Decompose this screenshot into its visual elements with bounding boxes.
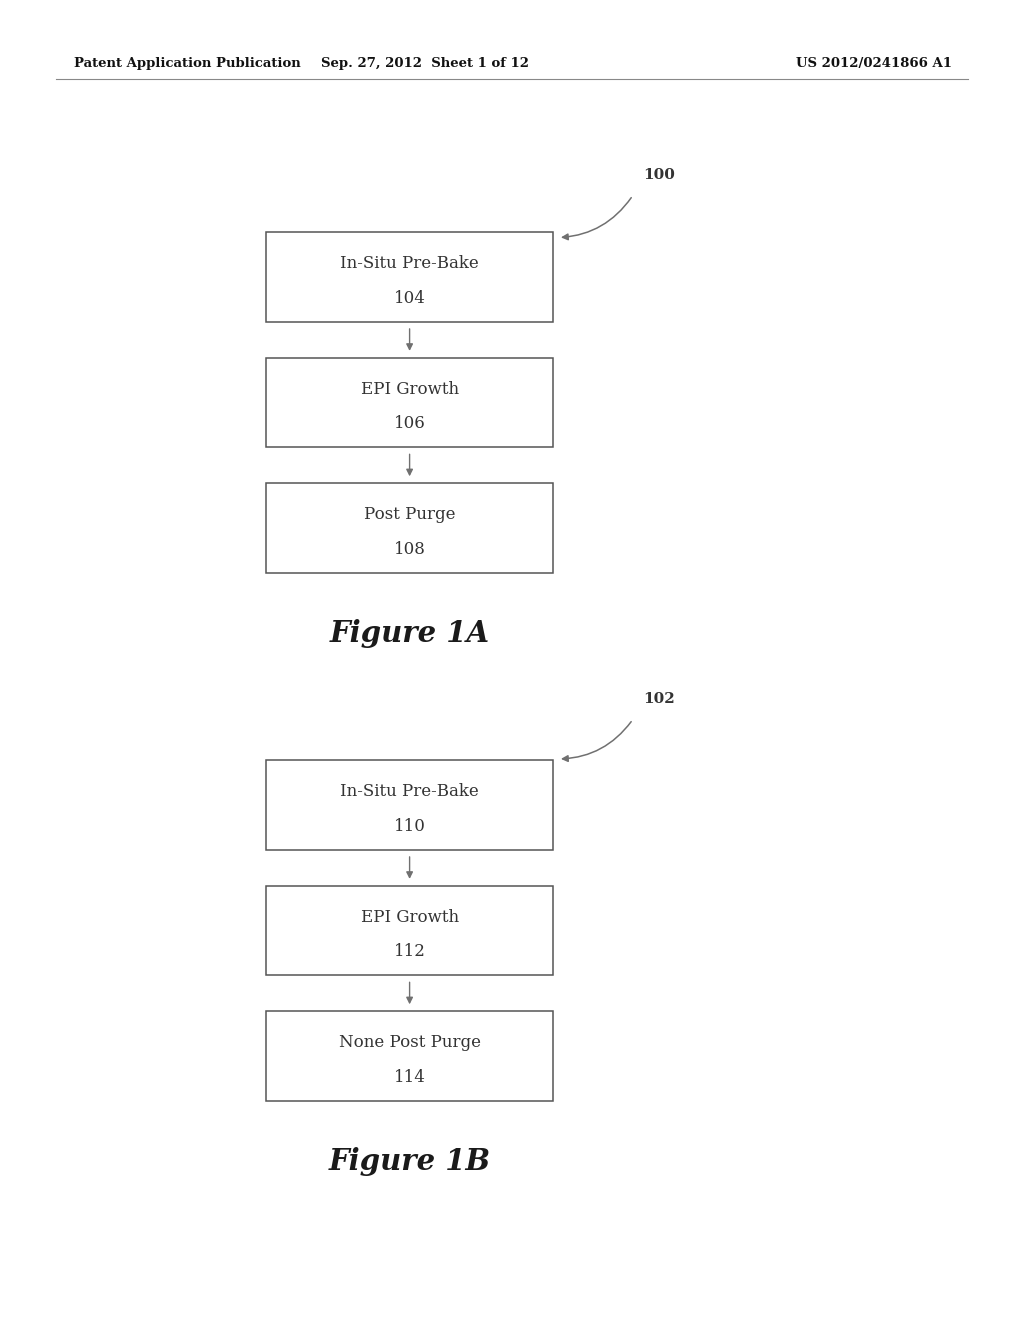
Text: Sep. 27, 2012  Sheet 1 of 12: Sep. 27, 2012 Sheet 1 of 12 [321, 57, 529, 70]
Text: 106: 106 [393, 416, 426, 432]
FancyBboxPatch shape [266, 1011, 553, 1101]
Text: 114: 114 [393, 1069, 426, 1085]
Text: None Post Purge: None Post Purge [339, 1035, 480, 1051]
FancyBboxPatch shape [266, 232, 553, 322]
Text: 100: 100 [643, 168, 675, 182]
Text: 112: 112 [393, 944, 426, 960]
Text: 110: 110 [393, 818, 426, 834]
Text: In-Situ Pre-Bake: In-Situ Pre-Bake [340, 784, 479, 800]
FancyBboxPatch shape [266, 886, 553, 975]
Text: US 2012/0241866 A1: US 2012/0241866 A1 [797, 57, 952, 70]
Text: 108: 108 [393, 541, 426, 557]
Text: In-Situ Pre-Bake: In-Situ Pre-Bake [340, 256, 479, 272]
FancyBboxPatch shape [266, 483, 553, 573]
FancyBboxPatch shape [266, 358, 553, 447]
Text: 102: 102 [643, 692, 675, 706]
Text: Patent Application Publication: Patent Application Publication [74, 57, 300, 70]
Text: Figure 1A: Figure 1A [330, 619, 489, 648]
FancyBboxPatch shape [266, 760, 553, 850]
Text: EPI Growth: EPI Growth [360, 909, 459, 925]
Text: EPI Growth: EPI Growth [360, 381, 459, 397]
Text: 104: 104 [393, 290, 426, 306]
Text: Post Purge: Post Purge [364, 507, 456, 523]
Text: Figure 1B: Figure 1B [329, 1147, 490, 1176]
